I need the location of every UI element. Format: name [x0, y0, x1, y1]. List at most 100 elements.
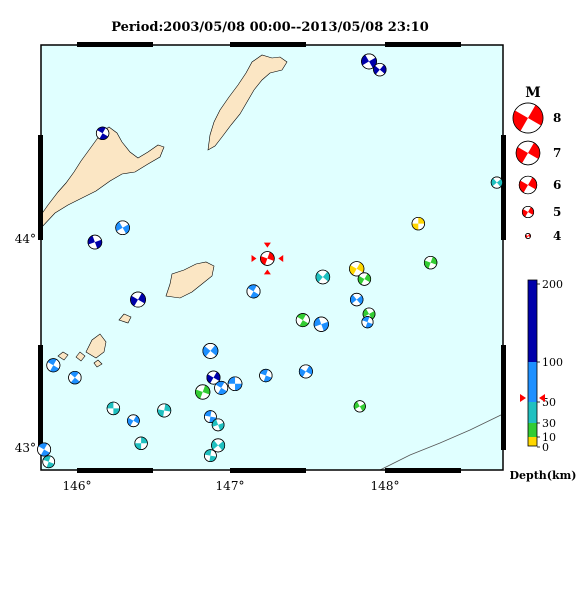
frame-tick-left-1	[38, 345, 43, 450]
focal-mechanism	[42, 455, 56, 469]
depth-colorbar	[527, 279, 540, 448]
land-shikotan-island	[165, 261, 215, 299]
focal-mechanism	[361, 53, 377, 70]
focal-mechanism	[95, 126, 110, 140]
focal-mechanism	[115, 220, 130, 236]
focal-mechanism	[46, 358, 61, 373]
focal-mechanism	[411, 216, 425, 231]
main-event-marker-bottom	[263, 269, 271, 275]
frame-tick-right-1	[501, 345, 506, 450]
focal-mechanism	[246, 284, 261, 299]
frame-tick-bottom-2	[385, 468, 461, 473]
main-event-marker-right	[278, 255, 284, 263]
frame-tick-right-0	[501, 135, 506, 240]
focal-mechanism	[350, 292, 364, 307]
frame-tick-top-0	[77, 42, 153, 47]
magnitude-legend: 8 7 6 5 4	[512, 102, 561, 243]
focal-mechanism	[157, 403, 172, 418]
focal-mechanism	[357, 272, 372, 286]
focal-mechanism	[490, 176, 503, 189]
focal-mechanism	[349, 261, 365, 277]
focal-mechanism	[361, 316, 374, 329]
main-event-marker-top	[263, 242, 271, 248]
depth-legend-title: Depth(km)	[510, 469, 577, 482]
magnitude-legend-item: 6	[518, 175, 561, 195]
focal-mechanism	[195, 384, 211, 400]
land-shiretoko-peninsula	[40, 126, 165, 229]
focal-mechanism	[211, 438, 226, 453]
focal-mechanism	[202, 343, 219, 359]
depth-tick-200: 200	[542, 278, 563, 291]
focal-mechanism	[313, 316, 329, 332]
depth-marker-left	[520, 394, 526, 402]
depth-tick-50: 50	[542, 396, 556, 409]
focal-mechanism	[260, 251, 275, 266]
land-islet-b	[57, 351, 69, 361]
lat-label-44: 44°	[15, 232, 36, 246]
map-title: Period:2003/05/08 00:00--2013/05/08 23:1…	[111, 20, 429, 35]
trench-line	[379, 413, 504, 471]
depth-band-10-30	[528, 423, 537, 437]
frame-tick-bottom-0	[77, 468, 153, 473]
magnitude-legend-label: 8	[553, 111, 561, 125]
focal-mechanism	[204, 449, 217, 462]
depth-band-30-60	[528, 402, 537, 423]
depth-tick-100: 100	[542, 356, 563, 369]
focal-mechanism	[211, 418, 225, 432]
focal-mechanism	[37, 442, 52, 457]
focal-mechanism	[87, 234, 103, 250]
magnitude-legend-label: 5	[553, 205, 561, 219]
lon-label-146: 146°	[63, 479, 92, 493]
land-islet-c	[75, 351, 86, 362]
focal-mechanism	[353, 400, 366, 413]
focal-mechanism	[227, 376, 243, 392]
magnitude-legend-item: 8	[512, 102, 561, 134]
magnitude-legend-label: 7	[553, 146, 561, 160]
depth-band-0-10	[528, 437, 537, 446]
land-islet-d	[93, 359, 103, 368]
lon-label-147: 147°	[216, 479, 245, 493]
magnitude-legend-item: 7	[515, 140, 561, 166]
frame-tick-bottom-1	[230, 468, 306, 473]
lon-label-148: 148°	[371, 479, 400, 493]
lat-label-43: 43°	[15, 441, 36, 455]
frame-tick-left-0	[38, 135, 43, 240]
focal-mechanism	[298, 364, 313, 379]
focal-mechanism	[127, 414, 140, 428]
focal-mechanism	[206, 370, 221, 385]
depth-marker-right	[539, 394, 545, 402]
focal-mechanism	[315, 269, 331, 285]
magnitude-legend-item: 4	[525, 229, 561, 243]
magnitude-legend-label: 6	[553, 178, 561, 192]
focal-mechanism	[423, 255, 438, 270]
depth-tick-30: 30	[542, 417, 556, 430]
depth-marker	[520, 394, 545, 402]
focal-mechanism	[295, 313, 310, 328]
land-islet-a	[118, 313, 132, 324]
frame-tick-top-2	[385, 42, 461, 47]
focal-mechanism	[214, 380, 229, 395]
magnitude-legend-item: 5	[521, 205, 561, 219]
main-event-markers	[251, 242, 284, 275]
mechanism-layer	[37, 53, 503, 469]
focal-mechanism	[134, 436, 148, 450]
focal-mechanism	[259, 368, 273, 383]
depth-tick-10: 10	[542, 431, 556, 444]
magnitude-legend-title: M	[525, 85, 541, 101]
depth-band-60-100	[528, 362, 537, 402]
magnitude-legend-label: 4	[553, 229, 561, 243]
depth-colorbar-frame	[527, 279, 538, 447]
land-kunashir-north	[207, 54, 288, 151]
frame-ticks	[38, 42, 506, 473]
focal-mechanism	[130, 291, 146, 308]
focal-mechanism	[68, 370, 82, 385]
focal-mechanism	[373, 62, 387, 77]
land-habomai-island	[85, 333, 107, 359]
focal-mechanism	[204, 410, 217, 423]
depth-tick-0: 0	[542, 441, 549, 454]
depth-band-100-200	[528, 280, 537, 362]
frame-tick-top-1	[230, 42, 306, 47]
focal-mechanism	[106, 401, 121, 416]
main-event-marker-left	[251, 255, 257, 263]
